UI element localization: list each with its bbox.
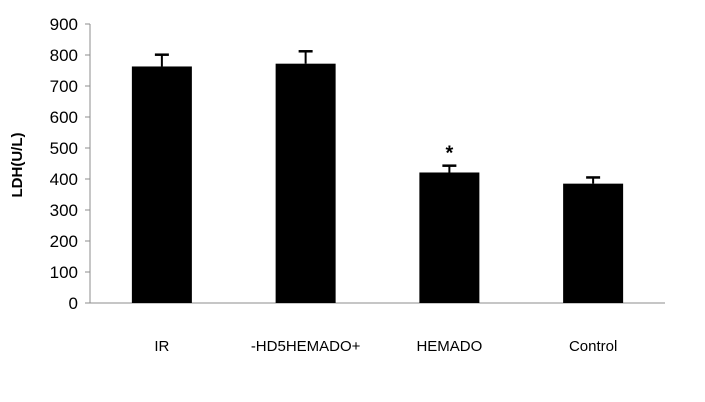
- y-axis-label: LDH(U/L): [9, 133, 26, 198]
- y-tick-label: 400: [50, 170, 78, 189]
- x-category-label: IR: [154, 338, 169, 355]
- bar: [419, 172, 480, 303]
- y-tick-label: 500: [50, 139, 78, 158]
- x-category-label: Control: [569, 338, 617, 355]
- x-axis: IR -HD5HEMADO+ HEMADO Control: [90, 302, 665, 355]
- bar: [275, 63, 336, 304]
- bar: [563, 183, 624, 303]
- y-tick-label: 700: [50, 77, 78, 96]
- bars: *: [131, 50, 624, 304]
- y-tick-label: 0: [69, 294, 78, 313]
- y-tick-label: 800: [50, 46, 78, 65]
- y-tick-label: 200: [50, 232, 78, 251]
- y-tick-label: 600: [50, 108, 78, 127]
- x-category-label: -HD5HEMADO+: [251, 338, 361, 355]
- bar: [131, 66, 192, 303]
- y-axis: 0 100 200 300 400 500 600 700 800 900: [50, 15, 91, 313]
- significance-marker: *: [445, 143, 453, 165]
- y-tick-label: 900: [50, 15, 78, 34]
- y-tick-label: 100: [50, 263, 78, 282]
- y-tick-label: 300: [50, 201, 78, 220]
- x-category-label: HEMADO: [416, 338, 482, 355]
